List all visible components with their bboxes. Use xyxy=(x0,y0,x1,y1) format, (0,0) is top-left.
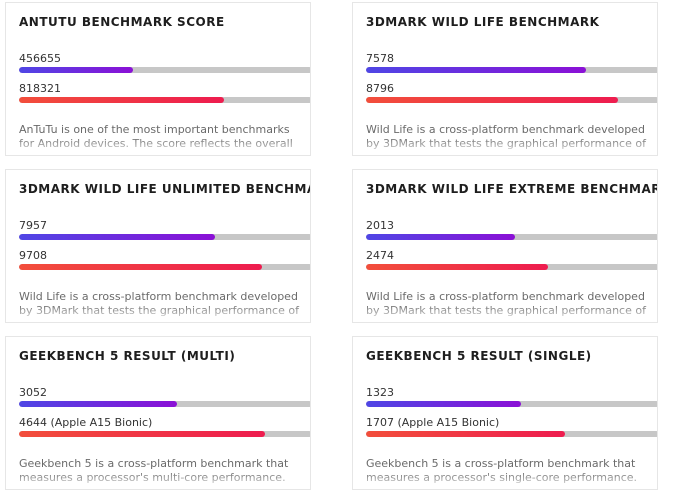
wild-life-unlimited-card: 3DMARK WILD LIFE UNLIMITED BENCHMARK 795… xyxy=(5,169,311,323)
device-score: 2013 xyxy=(366,219,394,232)
card-title: 3DMARK WILD LIFE EXTREME BENCHMARK xyxy=(366,182,658,196)
reference-score-fill xyxy=(366,97,618,103)
reference-score-bar xyxy=(366,97,657,103)
geekbench-single-card: GEEKBENCH 5 RESULT (SINGLE) 1323 1707 (A… xyxy=(352,336,658,490)
reference-score: 9708 xyxy=(19,249,47,262)
reference-score-bar xyxy=(19,431,310,437)
reference-score-fill xyxy=(19,97,225,103)
description-fade xyxy=(6,304,310,322)
antutu-card: ANTUTU BENCHMARK SCORE 456655 818321 AnT… xyxy=(5,2,311,156)
device-score-fill xyxy=(19,401,178,407)
device-score: 1323 xyxy=(366,386,394,399)
device-score-fill xyxy=(366,234,516,240)
geekbench-multi-card: GEEKBENCH 5 RESULT (MULTI) 3052 4644 (Ap… xyxy=(5,336,311,490)
card-title: ANTUTU BENCHMARK SCORE xyxy=(19,15,225,29)
card-title: GEEKBENCH 5 RESULT (SINGLE) xyxy=(366,349,592,363)
reference-score-fill xyxy=(19,431,266,437)
reference-score-fill xyxy=(19,264,263,270)
device-score-fill xyxy=(366,67,586,73)
description-fade xyxy=(6,471,310,489)
card-title: GEEKBENCH 5 RESULT (MULTI) xyxy=(19,349,236,363)
reference-score-bar xyxy=(366,431,657,437)
device-score: 7578 xyxy=(366,52,394,65)
device-score-bar xyxy=(366,234,657,240)
description-fade xyxy=(353,471,657,489)
reference-score: 2474 xyxy=(366,249,394,262)
reference-score-bar xyxy=(19,264,310,270)
wild-life-extreme-card: 3DMARK WILD LIFE EXTREME BENCHMARK 2013 … xyxy=(352,169,658,323)
device-score: 456655 xyxy=(19,52,61,65)
reference-score-fill xyxy=(366,264,548,270)
reference-score: 4644 (Apple A15 Bionic) xyxy=(19,416,153,429)
wild-life-card: 3DMARK WILD LIFE BENCHMARK 7578 8796 Wil… xyxy=(352,2,658,156)
device-score-bar xyxy=(366,401,657,407)
card-title: 3DMARK WILD LIFE BENCHMARK xyxy=(366,15,600,29)
reference-score-fill xyxy=(366,431,566,437)
device-score-bar xyxy=(19,401,310,407)
reference-score-bar xyxy=(19,97,310,103)
device-score-fill xyxy=(19,234,216,240)
device-score: 7957 xyxy=(19,219,47,232)
device-score-bar xyxy=(19,67,310,73)
reference-score: 1707 (Apple A15 Bionic) xyxy=(366,416,500,429)
reference-score: 8796 xyxy=(366,82,394,95)
description-fade xyxy=(353,137,657,155)
description-fade xyxy=(353,304,657,322)
description-fade xyxy=(6,137,310,155)
device-score-fill xyxy=(366,401,522,407)
device-score: 3052 xyxy=(19,386,47,399)
device-score-fill xyxy=(19,67,134,73)
card-title: 3DMARK WILD LIFE UNLIMITED BENCHMARK xyxy=(19,182,311,196)
device-score-bar xyxy=(366,67,657,73)
reference-score: 818321 xyxy=(19,82,61,95)
device-score-bar xyxy=(19,234,310,240)
reference-score-bar xyxy=(366,264,657,270)
